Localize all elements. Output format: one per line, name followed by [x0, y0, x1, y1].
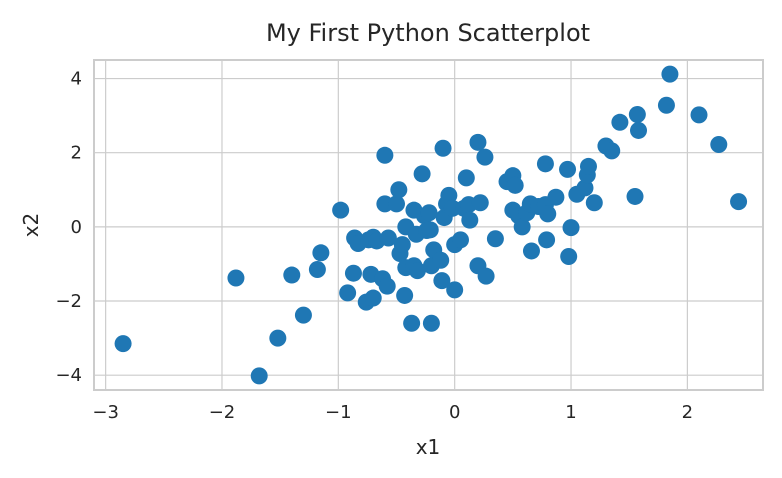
scatter-point [477, 267, 495, 285]
scatter-point [308, 260, 326, 278]
scatter-point [433, 272, 451, 290]
scatter-point [661, 65, 679, 83]
scatter-point [626, 187, 644, 205]
x-ticks: −3 −2 −1 0 1 2 [92, 402, 693, 423]
scatter-point [379, 229, 397, 247]
scatter-point [403, 314, 421, 332]
y-tick-label: −4 [55, 365, 82, 386]
scatter-point [421, 221, 439, 239]
y-ticks: −4 −2 0 2 4 [55, 69, 82, 387]
scatter-point [451, 231, 469, 249]
scatter-point [408, 262, 426, 280]
scatter-point [547, 188, 565, 206]
scatter-point [560, 248, 578, 266]
scatter-point [538, 231, 556, 249]
scatter-point [506, 176, 524, 194]
scatter-point [559, 160, 577, 178]
scatter-point [376, 195, 394, 213]
scatter-point [513, 218, 531, 236]
y-tick-label: −2 [55, 291, 82, 312]
y-tick-label: 4 [71, 69, 82, 90]
y-tick-label: 2 [71, 143, 82, 164]
scatter-point [443, 199, 461, 217]
scatter-point [730, 193, 748, 211]
scatter-point [376, 146, 394, 164]
scatter-point [562, 219, 580, 237]
scatter-point [446, 281, 464, 299]
data-points [114, 65, 748, 385]
scatter-point [690, 106, 708, 124]
plot-frame [93, 59, 764, 391]
x-axis-label: x1 [416, 435, 441, 459]
scatter-point [227, 269, 245, 287]
scatter-point [413, 165, 431, 183]
x-tick-label: 1 [565, 402, 576, 423]
scatter-point [339, 284, 357, 302]
scatter-point [420, 204, 438, 222]
scatter-point [585, 194, 603, 212]
scatter-point [539, 205, 557, 223]
scatter-point [628, 106, 646, 124]
scatter-point [393, 236, 411, 254]
scatter-point [579, 157, 597, 175]
x-tick-label: 0 [449, 402, 460, 423]
scatter-point [710, 136, 728, 154]
chart-title: My First Python Scatterplot [266, 19, 590, 47]
scatter-point [250, 367, 268, 385]
scatter-point [332, 201, 350, 219]
scatter-point [440, 186, 458, 204]
scatter-point [536, 155, 554, 173]
y-axis-label: x2 [19, 213, 43, 238]
scatter-point [390, 181, 408, 199]
scatter-point [611, 113, 629, 131]
scatter-point [364, 289, 382, 307]
scatter-point [388, 195, 406, 213]
y-tick-label: 0 [71, 217, 82, 238]
scatter-point [269, 329, 287, 347]
scatter-point [312, 244, 330, 262]
x-tick-label: −3 [92, 402, 119, 423]
scatter-point [486, 230, 504, 248]
scatter-point [457, 169, 475, 187]
scatter-point [378, 277, 396, 295]
x-tick-label: −1 [325, 402, 352, 423]
scatter-point [657, 96, 675, 114]
scatter-point [344, 264, 362, 282]
scatter-point [476, 148, 494, 166]
scatter-point [396, 286, 414, 304]
scatter-point [461, 211, 479, 229]
scatter-point [469, 133, 487, 151]
x-tick-label: 2 [682, 402, 693, 423]
scatter-point [283, 266, 301, 284]
scatter-point [630, 121, 648, 139]
scatter-point [422, 314, 440, 332]
x-tick-label: −2 [209, 402, 236, 423]
scatter-point [576, 179, 594, 197]
scatter-point [471, 194, 489, 212]
scatter-point [522, 242, 540, 260]
scatter-point [603, 142, 621, 160]
scatter-point [294, 306, 312, 324]
scatter-point [114, 335, 132, 353]
scatter-point [432, 251, 450, 269]
scatter-point [434, 139, 452, 157]
